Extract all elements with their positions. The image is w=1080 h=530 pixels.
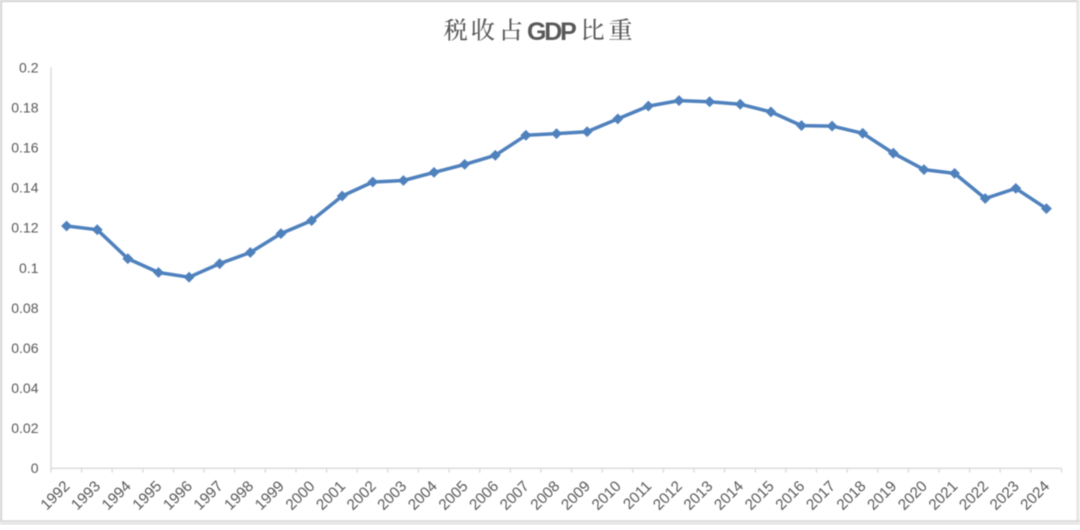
svg-text:0.2: 0.2 [19,59,39,75]
svg-text:0.04: 0.04 [11,380,38,396]
svg-text:0.14: 0.14 [11,180,38,196]
svg-text:0.1: 0.1 [19,260,39,276]
svg-text:GDP: GDP [527,18,576,46]
svg-text:0: 0 [31,460,39,476]
svg-text:0.06: 0.06 [11,340,38,356]
svg-text:0.18: 0.18 [11,99,38,115]
svg-text:0.02: 0.02 [11,420,38,436]
svg-text:0.08: 0.08 [11,300,38,316]
svg-text:0.16: 0.16 [11,140,38,156]
svg-text:0.12: 0.12 [11,220,38,236]
